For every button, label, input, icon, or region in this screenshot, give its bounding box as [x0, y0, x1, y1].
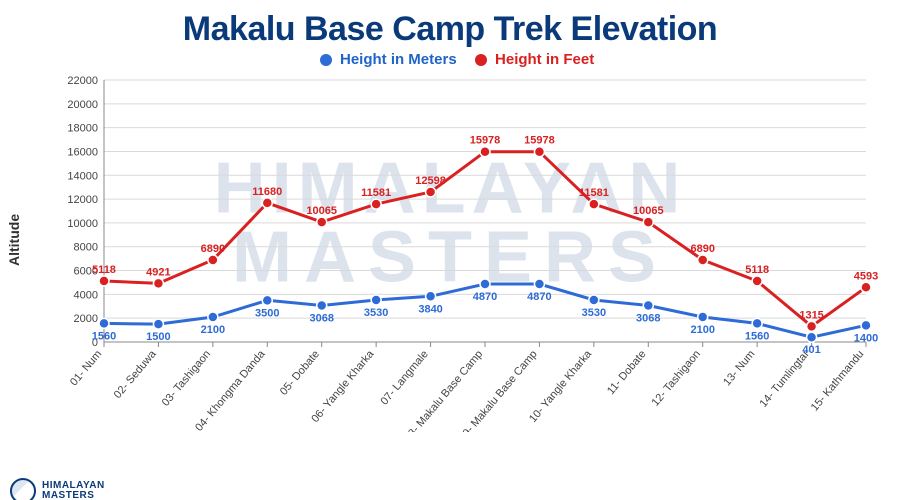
x-tick-label: 11- Dobate	[605, 348, 649, 397]
data-label: 1400	[854, 332, 878, 344]
y-tick-label: 14000	[67, 170, 98, 182]
x-ticks: 01- Num02- Seduwa03- Tashigaon04- Khongm…	[68, 342, 866, 432]
legend-label-meters: Height in Meters	[340, 51, 457, 68]
data-point	[698, 312, 708, 322]
x-tick-label: 14- Tumlingtar	[757, 348, 812, 410]
plot-area: Altitude HIMALAYAN MASTERS 0200040006000…	[0, 72, 900, 432]
data-label: 6890	[201, 243, 225, 255]
data-point	[99, 318, 109, 328]
chart-container: Makalu Base Camp Trek Elevation Height i…	[0, 10, 900, 500]
x-tick-label: 02- Seduwa	[112, 348, 159, 401]
data-point	[861, 282, 871, 292]
data-point	[752, 276, 762, 286]
data-label: 12598	[415, 175, 446, 187]
data-point	[99, 276, 109, 286]
y-tick-label: 8000	[74, 242, 98, 254]
data-point	[317, 300, 327, 310]
x-tick-label: 12- Tashigaon	[650, 348, 703, 408]
data-point	[153, 278, 163, 288]
data-label: 10065	[633, 205, 664, 217]
data-point	[752, 318, 762, 328]
x-tick-label: 10- Yangle Kharka	[527, 348, 595, 425]
data-label: 401	[802, 344, 820, 356]
data-point	[643, 300, 653, 310]
y-tick-label: 12000	[67, 194, 98, 206]
x-tick-label: 03- Tashigaon	[160, 348, 213, 408]
data-label: 3068	[636, 312, 660, 324]
chart-legend: Height in Meters Height in Feet	[0, 51, 900, 68]
footer-logo-text: HIMALAYAN MASTERS	[42, 481, 105, 500]
data-label: 3840	[418, 303, 442, 315]
data-label: 1560	[745, 330, 769, 342]
x-tick-label: 05- Dobate	[278, 348, 322, 397]
y-tick-label: 10000	[67, 218, 98, 230]
data-label: 2100	[690, 324, 714, 336]
x-tick-label: 07- Langmale	[378, 348, 430, 407]
y-tick-label: 2000	[74, 313, 98, 325]
y-tick-label: 22000	[67, 75, 98, 87]
data-point	[861, 320, 871, 330]
data-point	[371, 295, 381, 305]
y-tick-label: 4000	[74, 289, 98, 301]
data-label: 4870	[473, 291, 497, 303]
data-label: 3500	[255, 307, 279, 319]
footer-logo: HIMALAYAN MASTERS	[10, 478, 105, 500]
data-point	[534, 279, 544, 289]
data-point	[480, 279, 490, 289]
data-point	[480, 147, 490, 157]
data-point	[208, 255, 218, 265]
footer-logo-line2: MASTERS	[42, 490, 94, 500]
data-point	[262, 198, 272, 208]
data-label: 3530	[364, 307, 388, 319]
data-label: 15978	[524, 135, 555, 147]
data-label: 11680	[252, 186, 282, 198]
x-tick-label: 01- Num	[68, 348, 104, 388]
data-label: 3068	[309, 312, 333, 324]
data-point	[371, 199, 381, 209]
y-tick-label: 18000	[67, 123, 98, 135]
y-tick-label: 20000	[67, 99, 98, 111]
x-tick-label: 06- Yangle Kharka	[309, 348, 377, 425]
data-point	[153, 319, 163, 329]
data-point	[807, 332, 817, 342]
x-tick-label: 13- Num	[721, 348, 757, 388]
data-label: 2100	[201, 324, 225, 336]
data-point	[807, 321, 817, 331]
data-label: 1315	[799, 309, 823, 321]
data-point	[317, 217, 327, 227]
data-point	[534, 147, 544, 157]
data-label: 10065	[306, 205, 337, 217]
data-point	[426, 291, 436, 301]
data-label: 1500	[146, 331, 170, 343]
data-label: 4921	[146, 266, 170, 278]
data-label: 1560	[92, 330, 116, 342]
data-point	[426, 187, 436, 197]
x-tick-label: 15- Kathmandu	[809, 348, 867, 413]
data-label: 11581	[361, 187, 391, 199]
chart-title: Makalu Base Camp Trek Elevation	[0, 10, 900, 49]
legend-marker-feet	[475, 54, 487, 66]
data-label: 15978	[470, 135, 501, 147]
data-point	[589, 295, 599, 305]
data-point	[643, 217, 653, 227]
data-label: 3530	[582, 307, 606, 319]
data-label: 4593	[854, 270, 878, 282]
data-label: 6890	[690, 243, 714, 255]
chart-svg: 0200040006000800010000120001400016000180…	[60, 72, 880, 432]
data-label: 11581	[579, 187, 609, 199]
data-label: 5118	[92, 264, 116, 276]
y-tick-label: 16000	[67, 146, 98, 158]
legend-label-feet: Height in Feet	[495, 51, 594, 68]
legend-marker-meters	[320, 54, 332, 66]
data-point	[698, 255, 708, 265]
data-label: 4870	[527, 291, 551, 303]
y-ticks: 0200040006000800010000120001400016000180…	[67, 75, 98, 349]
data-point	[208, 312, 218, 322]
y-axis-label: Altitude	[6, 213, 22, 265]
data-label: 5118	[745, 264, 769, 276]
data-point	[589, 199, 599, 209]
data-point	[262, 295, 272, 305]
footer-logo-icon	[10, 478, 36, 500]
